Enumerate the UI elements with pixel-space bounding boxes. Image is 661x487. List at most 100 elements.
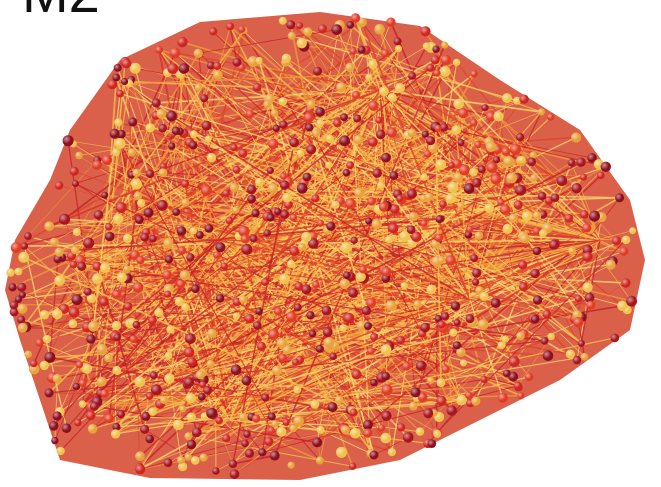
node-highlight bbox=[282, 193, 292, 203]
node-highlight bbox=[502, 147, 511, 156]
node-highlight bbox=[166, 325, 174, 333]
node-highlight bbox=[471, 397, 480, 406]
node-highlight bbox=[388, 448, 396, 456]
node-highlight bbox=[294, 303, 302, 311]
node-highlight bbox=[379, 86, 389, 96]
node-highlight bbox=[519, 282, 528, 291]
node-highlight bbox=[435, 234, 444, 243]
node-highlight bbox=[289, 138, 299, 148]
node-highlight bbox=[187, 440, 196, 449]
node-highlight bbox=[83, 238, 94, 249]
node-highlight bbox=[170, 48, 181, 59]
node-highlight bbox=[231, 365, 242, 376]
node-highlight bbox=[179, 63, 190, 74]
node-highlight bbox=[541, 337, 549, 345]
node-highlight bbox=[94, 210, 104, 220]
node-highlight bbox=[317, 220, 324, 227]
node-highlight bbox=[296, 22, 303, 29]
node-highlight bbox=[453, 59, 460, 66]
node-highlight bbox=[230, 469, 240, 479]
node-highlight bbox=[606, 260, 616, 270]
node-highlight bbox=[437, 378, 446, 387]
node-highlight bbox=[213, 70, 223, 80]
node-highlight bbox=[465, 391, 473, 399]
node-highlight bbox=[134, 376, 145, 387]
node-highlight bbox=[132, 169, 140, 177]
node-highlight bbox=[191, 284, 200, 293]
node-highlight bbox=[458, 139, 465, 146]
node-highlight bbox=[432, 46, 439, 53]
node-highlight bbox=[420, 220, 427, 227]
node-highlight bbox=[454, 319, 461, 326]
node-highlight bbox=[154, 308, 163, 317]
node-highlight bbox=[280, 180, 289, 189]
node-highlight bbox=[75, 152, 83, 160]
node-highlight bbox=[196, 231, 204, 239]
node-highlight bbox=[97, 344, 107, 354]
node-highlight bbox=[212, 467, 220, 475]
node-highlight bbox=[216, 294, 225, 303]
node-highlight bbox=[436, 396, 446, 406]
node-highlight bbox=[261, 278, 269, 286]
node-highlight bbox=[84, 288, 92, 296]
node-highlight bbox=[336, 447, 347, 458]
node-highlight bbox=[326, 135, 334, 143]
node-highlight bbox=[589, 211, 600, 222]
node-highlight bbox=[349, 463, 356, 470]
node-highlight bbox=[407, 189, 417, 199]
node-highlight bbox=[187, 357, 196, 366]
node-highlight bbox=[318, 24, 327, 33]
node-highlight bbox=[186, 393, 196, 403]
node-highlight bbox=[370, 379, 377, 386]
node-highlight bbox=[597, 172, 605, 180]
node-highlight bbox=[329, 353, 337, 361]
node-highlight bbox=[516, 332, 525, 341]
node-highlight bbox=[309, 330, 316, 337]
node-highlight bbox=[264, 437, 273, 446]
node-highlight bbox=[292, 359, 299, 366]
node-highlight bbox=[396, 336, 405, 345]
node-highlight bbox=[622, 236, 631, 245]
node-highlight bbox=[297, 183, 308, 194]
node-highlight bbox=[333, 119, 341, 127]
node-highlight bbox=[416, 361, 427, 372]
node-highlight bbox=[446, 255, 456, 265]
node-highlight bbox=[341, 242, 352, 253]
node-highlight bbox=[274, 307, 282, 315]
node-highlight bbox=[99, 297, 108, 306]
node-highlight bbox=[272, 365, 282, 375]
node-highlight bbox=[408, 72, 416, 80]
node-highlight bbox=[426, 64, 434, 72]
node-highlight bbox=[516, 133, 524, 141]
node-highlight bbox=[617, 301, 627, 311]
node-highlight bbox=[538, 192, 547, 201]
node-highlight bbox=[184, 347, 195, 358]
node-highlight bbox=[316, 456, 324, 464]
node-highlight bbox=[531, 315, 540, 324]
node-highlight bbox=[155, 46, 163, 54]
node-highlight bbox=[416, 427, 424, 435]
node-highlight bbox=[533, 247, 541, 255]
node-highlight bbox=[457, 202, 464, 209]
node-highlight bbox=[268, 329, 279, 340]
node-highlight bbox=[370, 451, 379, 460]
node-highlight bbox=[253, 321, 262, 330]
node-highlight bbox=[358, 46, 366, 54]
node-highlight bbox=[315, 107, 325, 117]
node-highlight bbox=[158, 124, 167, 133]
node-highlight bbox=[460, 359, 467, 366]
node-highlight bbox=[140, 425, 149, 434]
node-highlight bbox=[525, 373, 534, 382]
node-highlight bbox=[63, 135, 74, 146]
node-highlight bbox=[502, 336, 509, 343]
node-highlight bbox=[257, 342, 266, 351]
node-highlight bbox=[629, 227, 636, 234]
node-highlight bbox=[373, 169, 382, 178]
node-highlight bbox=[382, 267, 392, 277]
node-highlight bbox=[359, 266, 367, 274]
node-highlight bbox=[410, 387, 420, 397]
node-highlight bbox=[277, 338, 287, 348]
node-highlight bbox=[186, 253, 194, 261]
node-highlight bbox=[112, 74, 120, 82]
node-highlight bbox=[252, 415, 260, 423]
